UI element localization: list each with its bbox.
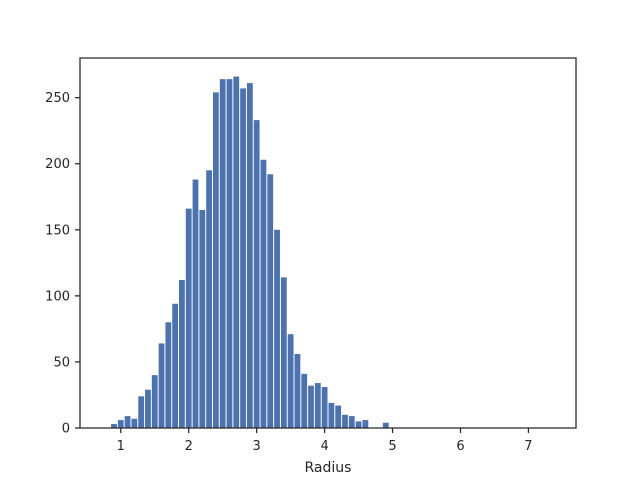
histogram-bar — [335, 405, 342, 428]
y-tick-label: 150 — [45, 223, 70, 238]
histogram-bar — [124, 416, 131, 428]
histogram-bar — [138, 396, 145, 428]
histogram-bar — [274, 229, 280, 428]
histogram-bar — [145, 389, 151, 428]
x-tick-label: 4 — [320, 439, 328, 454]
histogram-bar — [185, 208, 192, 428]
histogram-bar — [355, 421, 362, 428]
histogram-bar — [226, 79, 233, 429]
histogram-bar — [348, 416, 355, 428]
y-tick-label: 0 — [62, 422, 70, 437]
y-tick-label: 200 — [45, 157, 70, 172]
y-tick-label: 100 — [45, 289, 70, 304]
histogram-bar — [280, 277, 287, 428]
histogram-bar — [294, 354, 301, 428]
histogram-bar — [362, 420, 369, 428]
histogram-bar — [253, 120, 260, 428]
histogram-bars — [111, 76, 389, 429]
histogram-bar — [158, 343, 165, 428]
histogram-bar — [172, 303, 179, 428]
histogram-bar — [267, 174, 274, 428]
histogram-bar — [206, 170, 212, 429]
histogram-bar — [233, 76, 240, 428]
histogram-bar — [382, 422, 389, 428]
x-tick-label: 1 — [117, 439, 125, 454]
y-tick-label: 50 — [53, 355, 70, 370]
x-tick-label: 3 — [253, 439, 261, 454]
histogram-bar — [328, 402, 335, 428]
histogram-bar — [342, 414, 348, 428]
histogram-bar — [179, 280, 185, 428]
x-tick-label: 7 — [524, 439, 532, 454]
x-axis-label: Radius — [305, 460, 352, 476]
y-tick-label: 250 — [45, 91, 70, 106]
x-tick-label: 6 — [456, 439, 464, 454]
y-axis-ticks: 0 50 100 150 200 250 — [45, 91, 80, 437]
histogram-bar — [240, 88, 246, 429]
histogram-bar — [165, 322, 172, 428]
histogram-bar — [192, 179, 199, 428]
histogram-bar — [314, 383, 321, 428]
x-tick-label: 5 — [388, 439, 396, 454]
histogram-bar — [321, 387, 328, 428]
x-axis-ticks: 1 2 3 4 5 6 7 — [117, 428, 533, 454]
histogram-bar — [131, 418, 138, 428]
histogram-bar — [287, 334, 294, 428]
histogram-bar — [199, 209, 206, 428]
histogram-bar — [301, 373, 308, 428]
histogram-bar — [219, 79, 226, 429]
histogram-bar — [212, 92, 219, 428]
plot-frame — [79, 57, 577, 429]
histogram-bar — [308, 385, 314, 428]
histogram-bar — [151, 375, 158, 428]
histogram-bar — [117, 420, 124, 428]
histogram-bar — [246, 83, 253, 428]
histogram-bar — [260, 159, 267, 428]
x-tick-label: 2 — [185, 439, 193, 454]
histogram-bar — [111, 424, 117, 428]
